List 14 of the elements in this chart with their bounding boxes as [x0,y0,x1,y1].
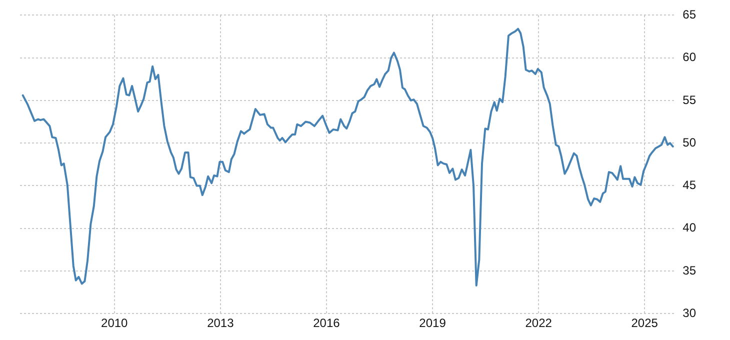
y-tick-label: 50 [682,135,696,150]
x-tick-label: 2016 [313,316,340,330]
y-tick-label: 55 [682,92,696,107]
x-tick-label: 2010 [101,316,128,330]
y-tick-label: 40 [682,220,696,235]
y-tick-label: 65 [682,8,696,22]
x-tick-label: 2013 [207,316,234,330]
x-tick-label: 2022 [525,316,552,330]
y-tick-label: 45 [682,178,696,192]
x-tick-label: 2025 [631,316,658,330]
y-tick-label: 30 [682,306,696,320]
y-tick-label: 60 [682,50,696,64]
y-tick-label: 35 [682,263,696,278]
x-tick-label: 2019 [419,316,446,330]
